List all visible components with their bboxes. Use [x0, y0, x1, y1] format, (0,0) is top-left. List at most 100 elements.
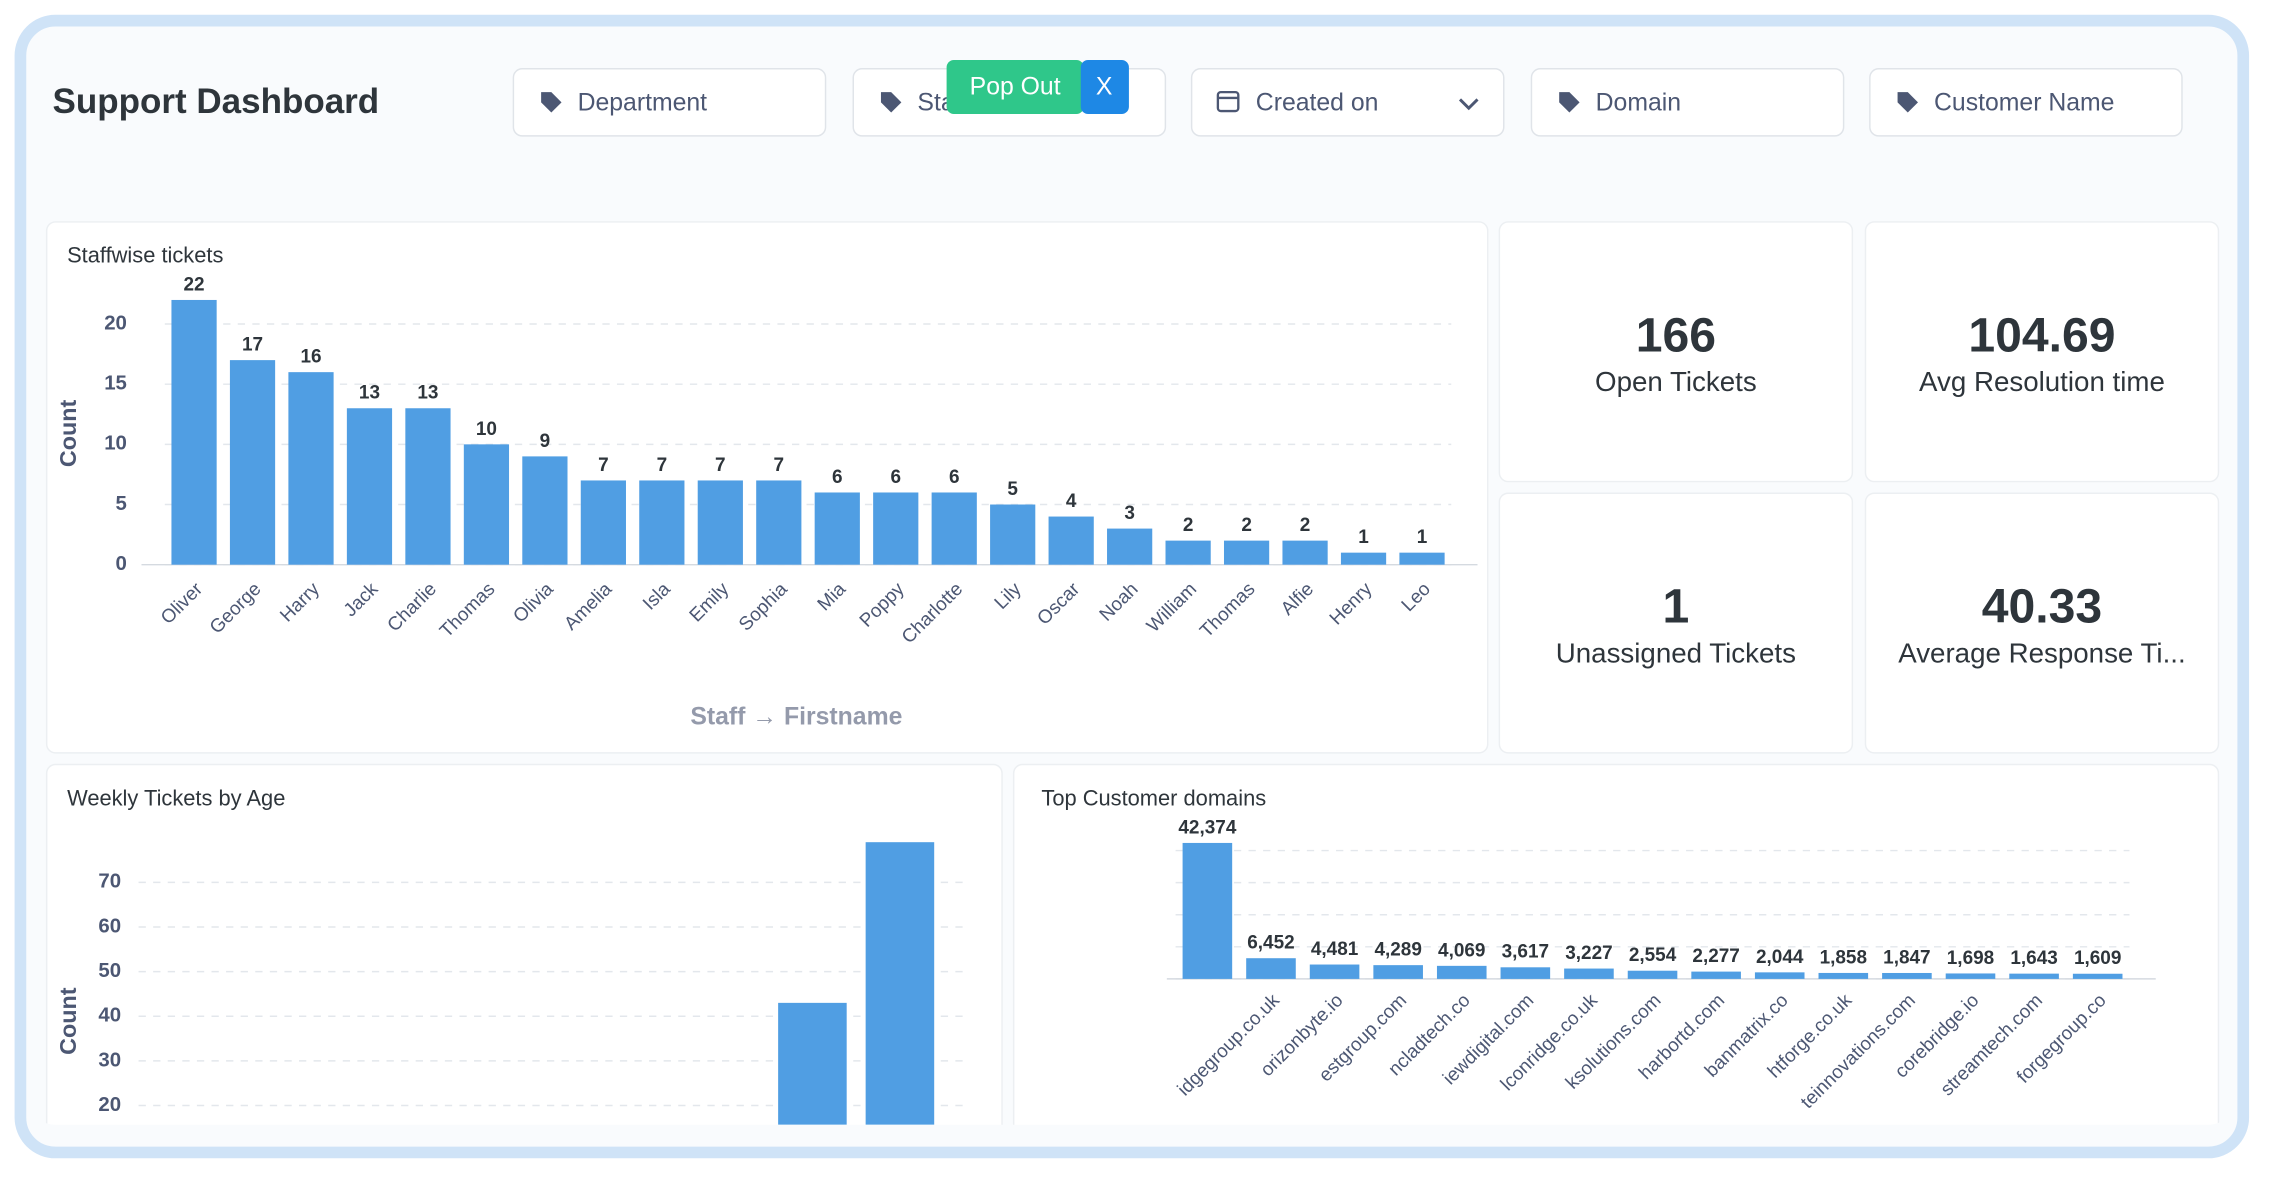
value-label: 2,554 — [1629, 945, 1677, 966]
value-label: 10 — [476, 419, 497, 440]
bar — [1107, 528, 1153, 565]
kpi-value: 40.33 — [1982, 580, 2102, 634]
y-tick-label: 70 — [98, 871, 121, 893]
content: Department Sta Created on Domain Customer Na… — [45, 60, 2220, 1125]
value-label: 1,698 — [1947, 948, 1994, 969]
bar — [2009, 973, 2059, 979]
chart: Count 20 30 40 50 60 70 — [55, 842, 963, 1125]
value-label: 3 — [1124, 503, 1135, 524]
kpi-value: 166 — [1636, 308, 1716, 362]
y-tick-label: 40 — [98, 1005, 121, 1027]
chart-title: Weekly Tickets by Age — [67, 785, 285, 810]
y-tick-label: 30 — [98, 1049, 121, 1071]
value-label: 1,643 — [2010, 948, 2057, 969]
value-label: 4,289 — [1374, 940, 1421, 961]
dashboard-title: Support Dashboard — [53, 82, 380, 121]
filter-label[interactable]: Customer Name — [1934, 89, 2114, 116]
chart-title: Staffwise tickets — [67, 243, 223, 268]
value-label: 1 — [1358, 527, 1369, 548]
value-label: 2 — [1300, 515, 1311, 536]
y-tick-label: 20 — [98, 1094, 121, 1116]
y-tick-label: 60 — [98, 915, 121, 937]
card — [1864, 221, 2220, 483]
y-tick-label: 50 — [98, 960, 121, 982]
filter-label[interactable]: Department — [578, 89, 708, 116]
y-tick-label: 20 — [104, 312, 127, 334]
value-label: 7 — [657, 455, 668, 476]
value-label: 17 — [242, 335, 263, 356]
bar — [756, 480, 802, 565]
bar — [1048, 516, 1094, 565]
bar — [2072, 973, 2123, 979]
y-tick-label: 15 — [104, 373, 127, 395]
filter[interactable]: Created on — [1190, 68, 1505, 137]
value-label: 6 — [949, 467, 960, 488]
close-label: X — [1096, 73, 1113, 100]
chevron — [1458, 98, 1479, 111]
filter-label[interactable]: Domain — [1596, 89, 1681, 116]
x-axis-label: Staff → Firstname — [690, 703, 902, 730]
bar — [865, 842, 935, 1125]
value-label: 9 — [540, 431, 551, 452]
chart-title: Top Customer domains — [1041, 785, 1266, 810]
bar — [1436, 965, 1487, 979]
bar — [1818, 972, 1869, 979]
bar — [639, 480, 685, 565]
bar — [1282, 540, 1328, 565]
bar — [1564, 968, 1614, 979]
value-label: 1,609 — [2074, 948, 2121, 969]
bar — [1691, 971, 1741, 979]
value-label: 6 — [832, 467, 843, 488]
bar — [814, 492, 860, 565]
value-label: 5 — [1007, 479, 1018, 500]
filter-box — [512, 68, 827, 137]
value-label: 1 — [1417, 527, 1428, 548]
filter[interactable]: Domain — [1530, 68, 1845, 137]
filter-box — [1530, 68, 1845, 137]
card — [1012, 763, 2220, 1125]
card — [1864, 492, 2220, 754]
bar — [1246, 958, 1296, 979]
value-label: 4 — [1066, 491, 1077, 512]
bar — [346, 408, 393, 565]
bar — [580, 480, 626, 565]
bar — [778, 1002, 847, 1125]
value-label: 4,481 — [1311, 939, 1359, 960]
card — [1498, 221, 1854, 483]
value-label: 3,617 — [1502, 942, 1549, 963]
tag-icon — [1897, 92, 1918, 113]
tag-icon — [1559, 92, 1580, 113]
y-tick-label: 5 — [116, 493, 127, 515]
filter[interactable]: Department — [512, 68, 827, 137]
value-label: 2,277 — [1692, 946, 1739, 967]
filter-label[interactable]: Created on — [1256, 89, 1379, 116]
bar — [171, 299, 217, 565]
value-label: 7 — [598, 455, 609, 476]
close-button[interactable] — [1080, 60, 1129, 114]
value-label: 2,044 — [1756, 947, 1804, 968]
kpi-label: Avg Resolution time — [1919, 366, 2165, 397]
bar — [288, 372, 334, 565]
pop-out-button[interactable] — [946, 60, 1084, 114]
bar — [1500, 967, 1551, 979]
bar — [229, 360, 276, 565]
kpi-value: 1 — [1662, 580, 1689, 634]
filter[interactable]: Customer Name — [1869, 68, 2183, 137]
pop-out-label: Pop Out — [970, 73, 1061, 100]
bar — [1309, 964, 1360, 979]
value-label: 6 — [890, 467, 901, 488]
bar — [1399, 552, 1445, 565]
bar — [1882, 972, 1932, 979]
card — [45, 763, 1003, 1125]
bar — [1373, 965, 1423, 979]
kpi-label: Average Response Ti... — [1898, 637, 2185, 668]
bar — [1627, 970, 1678, 979]
bar — [522, 456, 568, 565]
value-label: 1,858 — [1820, 947, 1867, 968]
bar — [1165, 540, 1211, 565]
kpi-value: 104.69 — [1968, 308, 2115, 362]
value-label: 7 — [774, 455, 785, 476]
y-axis-label: Count — [55, 400, 81, 468]
